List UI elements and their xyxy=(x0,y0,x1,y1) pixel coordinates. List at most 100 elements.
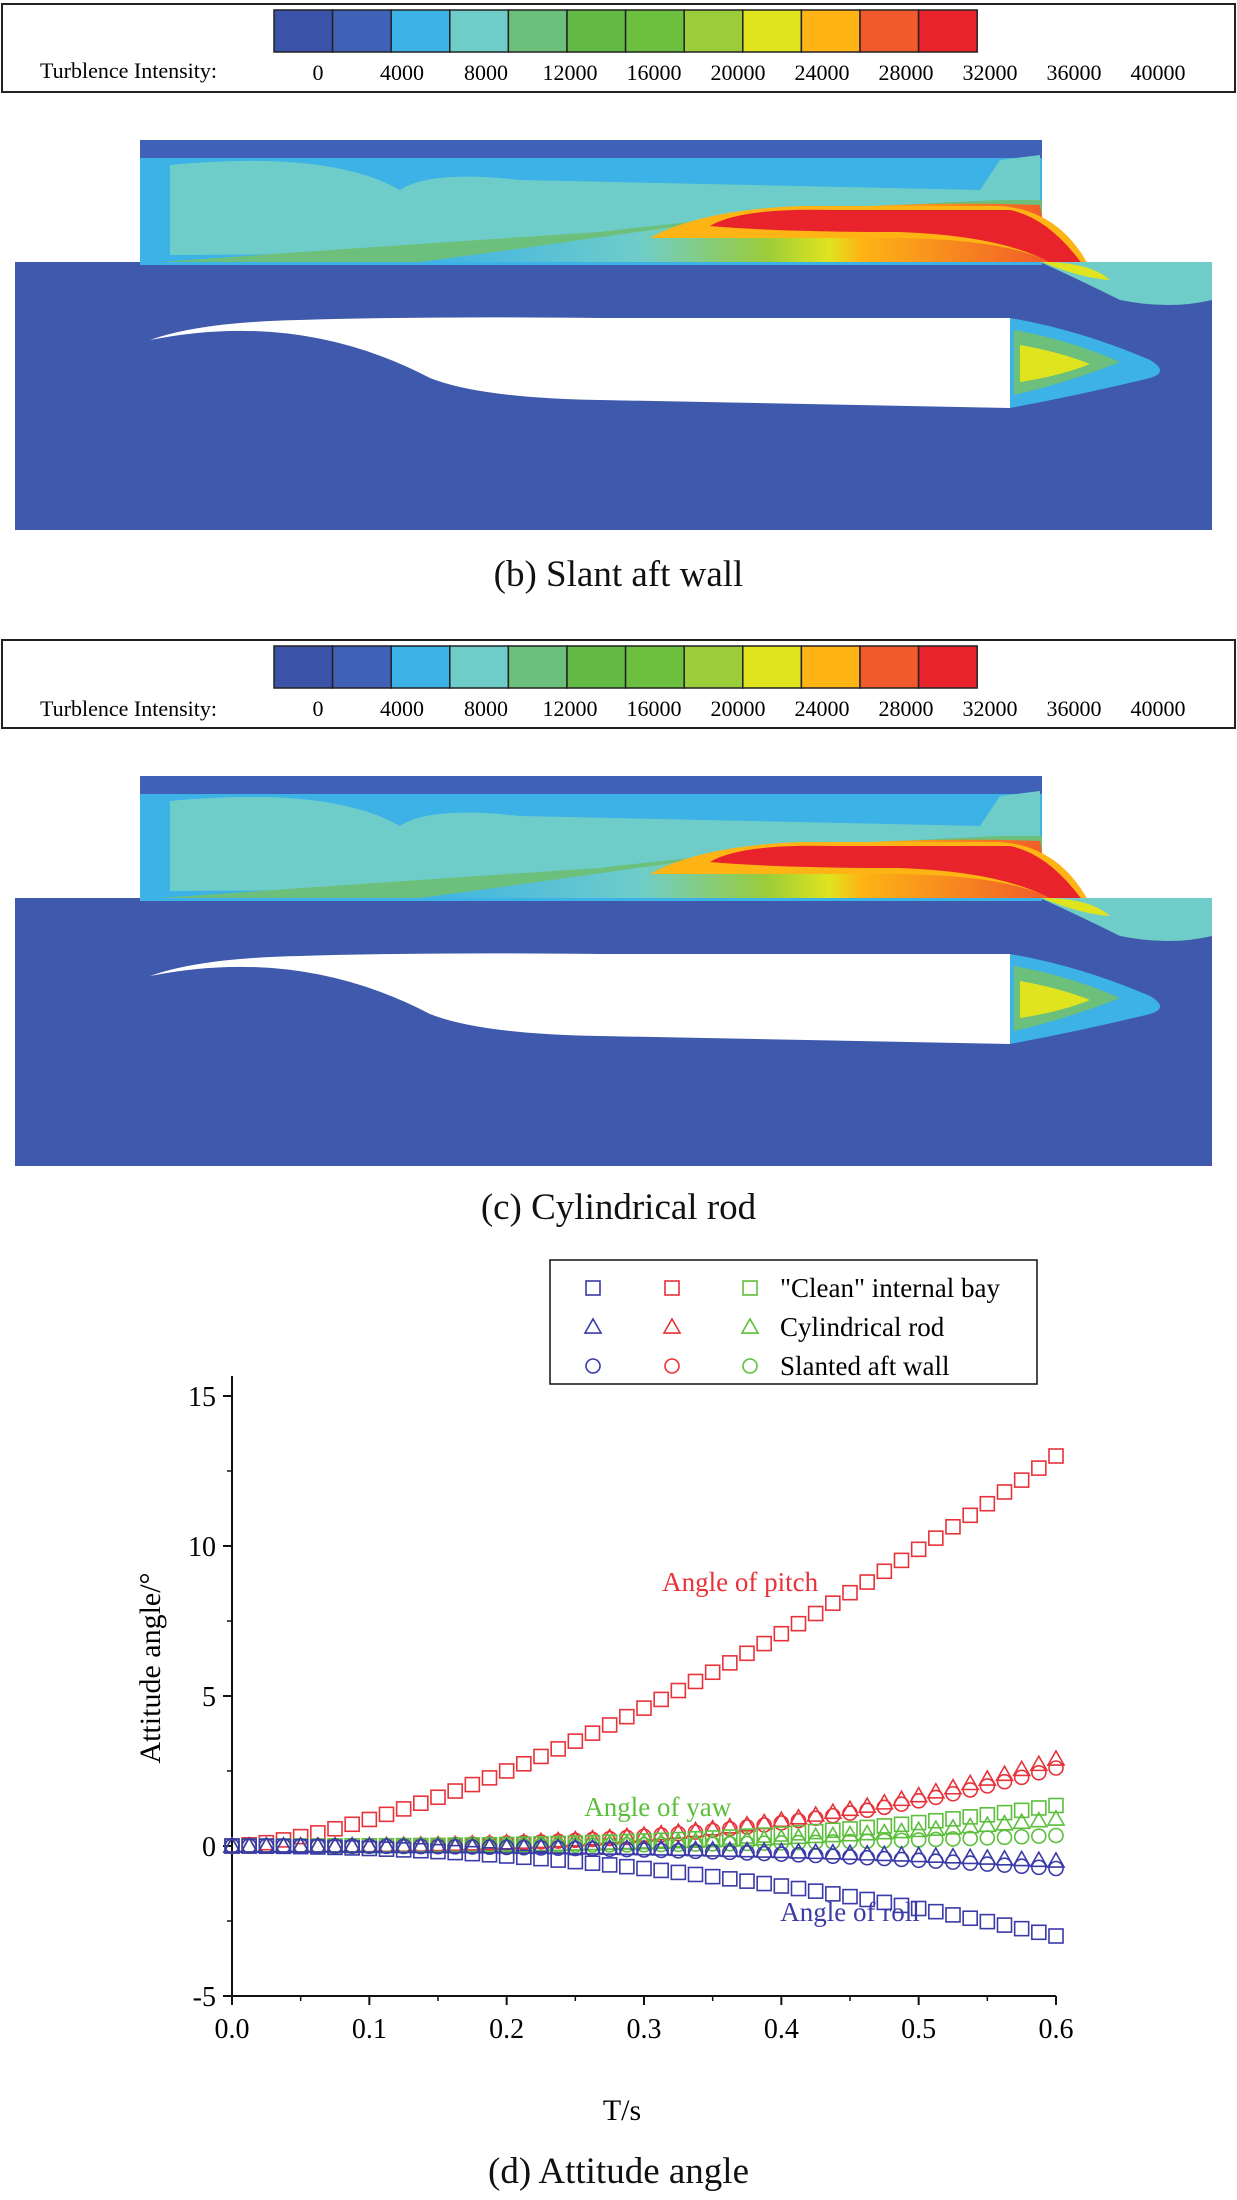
square-marker xyxy=(773,1625,790,1642)
circle-marker xyxy=(928,1789,944,1806)
circle-marker xyxy=(241,1838,257,1854)
circle-marker xyxy=(481,1839,498,1856)
circle-marker xyxy=(664,1358,680,1374)
legend-entry-label: Cylindrical rod xyxy=(780,1312,945,1342)
triangle-marker xyxy=(995,1814,1014,1831)
square-marker xyxy=(687,1866,704,1883)
triangle-marker xyxy=(377,1836,396,1854)
circle-marker xyxy=(945,1854,961,1870)
triangle-marker xyxy=(462,1837,482,1854)
chart-caption: (d) Attitude angle xyxy=(488,2151,749,2192)
triangle-marker xyxy=(977,1769,997,1786)
triangle-marker xyxy=(1012,1812,1032,1830)
circle-marker xyxy=(893,1796,910,1812)
square-marker xyxy=(498,1763,515,1779)
circle-marker xyxy=(670,1836,687,1853)
triangle-marker xyxy=(909,1845,929,1863)
legend-entry-label: "Clean" internal bay xyxy=(780,1273,1000,1303)
circle-marker xyxy=(310,1838,326,1854)
square-marker xyxy=(893,1897,910,1914)
square-marker xyxy=(241,1837,257,1853)
triangle-marker xyxy=(497,1835,517,1852)
triangle-marker xyxy=(686,1831,705,1849)
circle-marker xyxy=(670,1843,687,1859)
contour-panel-c: Turblence Intensity: 0 4000 8000 12000 16000… xyxy=(1,639,1236,1166)
circle-marker xyxy=(739,1845,755,1861)
triangle-marker xyxy=(823,1802,843,1820)
square-marker xyxy=(585,1280,601,1296)
square-marker xyxy=(704,1868,721,1885)
legend-swatch xyxy=(917,9,978,53)
square-marker xyxy=(584,1855,601,1872)
square-marker xyxy=(1048,1928,1064,1944)
circle-marker xyxy=(739,1819,755,1835)
x-tick-label: 0.2 xyxy=(489,2014,524,2045)
triangle-marker xyxy=(960,1847,980,1865)
square-marker xyxy=(722,1829,738,1845)
square-marker xyxy=(825,1822,841,1839)
square-marker xyxy=(996,1917,1013,1933)
circle-marker xyxy=(893,1851,910,1868)
square-marker xyxy=(1013,1802,1030,1819)
circle-marker xyxy=(687,1836,704,1852)
legend-swatch xyxy=(566,9,627,53)
triangle-marker xyxy=(394,1836,414,1854)
triangle-marker xyxy=(634,1838,654,1856)
square-marker xyxy=(464,1776,481,1793)
legend-swatch xyxy=(859,9,920,53)
triangle-marker xyxy=(1029,1754,1049,1772)
triangle-marker xyxy=(359,1836,379,1854)
square-marker xyxy=(756,1875,772,1892)
triangle-marker xyxy=(531,1834,551,1852)
circle-marker xyxy=(1013,1858,1030,1875)
square-marker xyxy=(876,1818,893,1834)
circle-marker xyxy=(430,1838,446,1855)
panel-b-caption: (b) Slant aft wall xyxy=(493,554,744,595)
circle-marker xyxy=(275,1838,292,1854)
triangle-marker xyxy=(291,1836,311,1853)
triangle-marker xyxy=(1029,1810,1049,1828)
triangle-marker xyxy=(514,1837,534,1854)
square-marker xyxy=(567,1733,584,1749)
square-marker xyxy=(653,1691,669,1708)
square-marker xyxy=(910,1900,927,1917)
circle-marker xyxy=(996,1857,1013,1873)
square-marker xyxy=(945,1811,961,1827)
triangle-marker xyxy=(892,1845,911,1862)
circle-marker xyxy=(516,1839,532,1856)
square-marker xyxy=(825,1595,841,1611)
legend-swatch xyxy=(859,645,920,689)
legend-tick-label: 20000 xyxy=(710,696,765,721)
square-marker xyxy=(1031,1800,1047,1816)
triangle-marker xyxy=(600,1827,620,1845)
triangle-marker xyxy=(634,1832,654,1850)
square-marker xyxy=(327,1820,343,1837)
triangle-marker xyxy=(892,1789,911,1807)
square-marker xyxy=(996,1484,1013,1500)
triangle-marker xyxy=(1046,1749,1066,1766)
square-marker xyxy=(653,1862,669,1879)
turbulence-contour-field xyxy=(15,140,1212,530)
square-marker xyxy=(739,1873,755,1889)
circle-marker xyxy=(739,1835,755,1852)
square-marker xyxy=(533,1850,549,1867)
circle-marker xyxy=(1013,1828,1030,1845)
chart-legend: "Clean" internal bay Cylindrical rod Slant… xyxy=(549,1259,1038,1385)
turbulence-contour-field xyxy=(15,776,1212,1166)
colorbar-legend: Turblence Intensity: 0 4000 8000 12000 16000… xyxy=(1,639,1236,729)
legend-swatch xyxy=(449,9,510,53)
circle-marker xyxy=(292,1838,309,1854)
legend-swatch xyxy=(507,9,568,53)
circle-marker xyxy=(550,1840,566,1857)
legend-label: Turblence Intensity: xyxy=(40,696,217,721)
circle-marker xyxy=(1048,1760,1064,1776)
triangle-marker xyxy=(789,1842,808,1859)
square-marker xyxy=(739,1645,755,1662)
triangle-marker xyxy=(874,1793,894,1810)
square-marker xyxy=(910,1814,927,1831)
square-marker xyxy=(742,1280,758,1296)
triangle-marker xyxy=(703,1840,723,1857)
square-marker xyxy=(962,1910,978,1927)
square-marker xyxy=(550,1741,566,1757)
circle-marker xyxy=(859,1833,875,1849)
